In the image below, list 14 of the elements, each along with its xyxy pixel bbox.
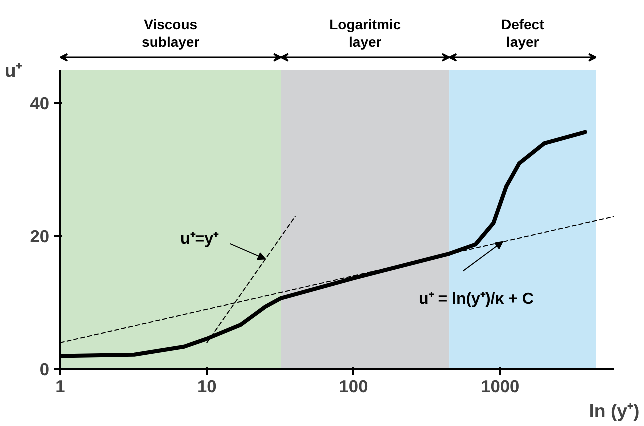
x-axis-title: ln (y⁺)	[589, 400, 640, 422]
x-tick-label: 1	[56, 376, 66, 396]
band-label: Viscous sublayer	[142, 16, 200, 50]
x-tick-label: 10	[197, 376, 217, 396]
y-tick-label: 40	[30, 94, 50, 114]
x-tick-label: 1000	[481, 376, 520, 396]
y-axis-title: u⁺	[4, 60, 24, 81]
x-tick-label: 100	[339, 376, 368, 396]
y-tick-label: 20	[30, 226, 50, 247]
annotation: u⁺ = ln(y⁺)/κ + C	[418, 291, 534, 308]
annotation: u⁺=y⁺	[180, 230, 220, 248]
y-tick-label: 0	[40, 360, 50, 380]
band-label: Defect layer	[501, 16, 545, 50]
band-label: Logaritmic layer	[330, 16, 402, 50]
